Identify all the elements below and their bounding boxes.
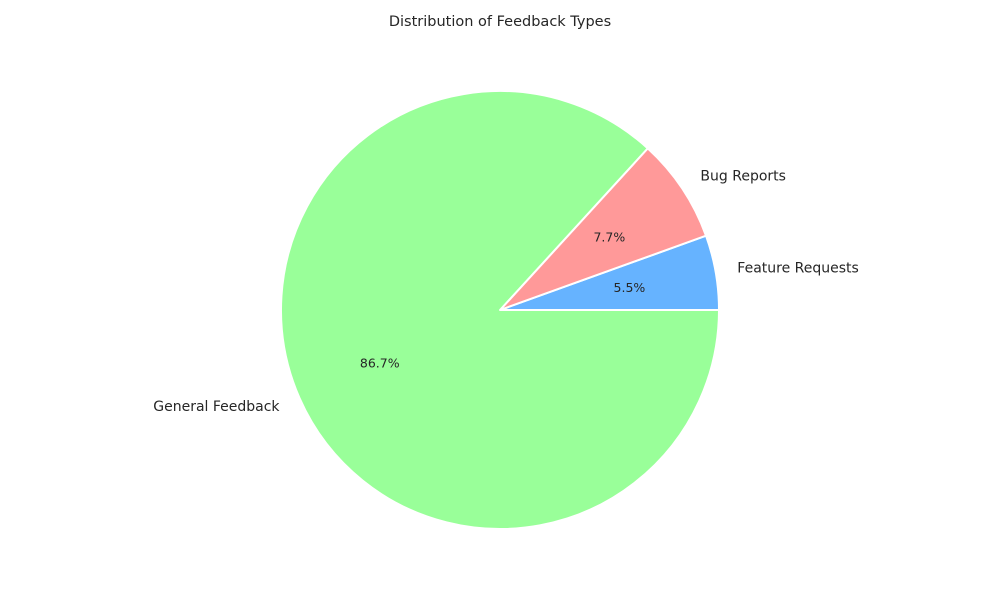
slice-label: General Feedback <box>153 399 280 415</box>
percent-label: 86.7% <box>360 355 400 370</box>
pie-labels: 5.5% Feature Requests 7.7% Bug Reports 86.7%… <box>153 168 859 415</box>
slice-label: Bug Reports <box>700 168 786 184</box>
slice-label: Feature Requests <box>737 261 859 277</box>
chart-title: Distribution of Feedback Types <box>389 14 611 30</box>
percent-label: 7.7% <box>593 230 625 245</box>
pie-slices <box>280 90 720 530</box>
pie-slice-general-feedback <box>280 90 720 530</box>
percent-label: 5.5% <box>614 280 646 295</box>
pie-slice-bug-reports <box>499 147 708 311</box>
